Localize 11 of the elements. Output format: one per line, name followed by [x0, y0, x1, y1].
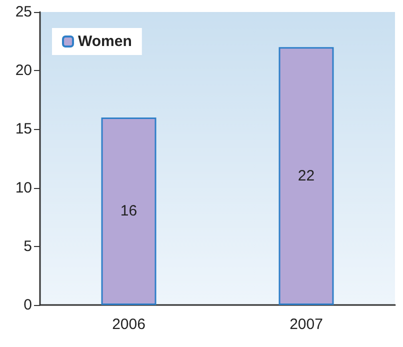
y-tick-label: 15: [15, 120, 32, 138]
x-tick-label: 2006: [112, 316, 146, 333]
x-tick-label: 2007: [290, 316, 323, 333]
y-tick-label: 5: [24, 238, 32, 255]
legend-label: Women: [78, 33, 132, 50]
data-label: 22: [298, 168, 315, 185]
data-label: 16: [120, 202, 138, 220]
y-tick-label: 10: [15, 179, 32, 196]
y-tick-label: 20: [15, 62, 32, 80]
y-tick-label: 0: [24, 296, 32, 314]
y-tick-label: 25: [15, 4, 32, 20]
